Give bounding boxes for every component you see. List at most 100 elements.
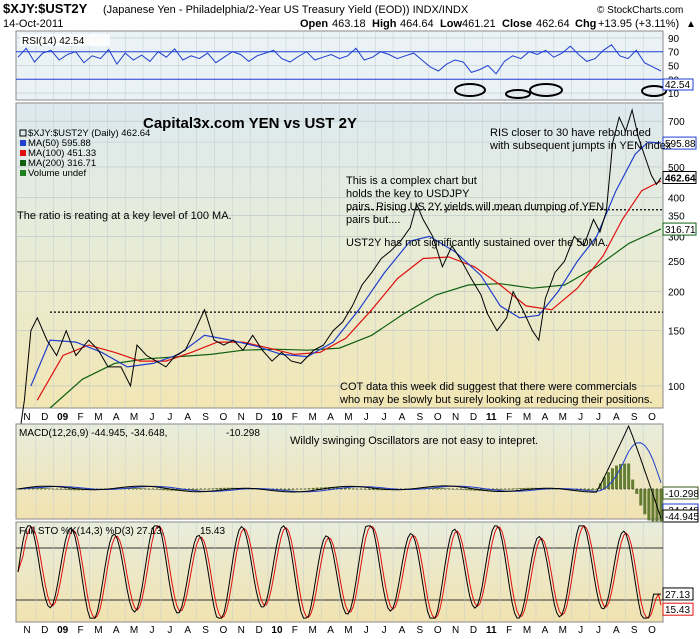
price-tag: 462.64 <box>665 174 696 185</box>
month-label: M <box>309 412 317 423</box>
chg-value: +13.95 (+3.11%) <box>598 18 679 30</box>
annotation-complex-1: This is a complex chart but <box>346 175 477 187</box>
month-label: M <box>130 412 138 423</box>
rsi-oversold-circles <box>454 83 667 99</box>
month-label: O <box>648 412 656 423</box>
month-label: M <box>523 412 531 423</box>
month-label: N <box>452 625 459 636</box>
price-axis-label: 250 <box>668 257 685 268</box>
month-label: N <box>23 625 30 636</box>
month-label: J <box>149 625 154 636</box>
oversold-circle <box>641 85 667 97</box>
month-label: N <box>452 412 459 423</box>
macd-line <box>17 424 662 519</box>
month-label: M <box>94 625 102 636</box>
annotation-complex-4: pairs but.... <box>346 214 400 226</box>
month-label: S <box>202 412 209 423</box>
price-axis-label: 200 <box>668 288 685 299</box>
chg-label: Chg <box>575 18 596 30</box>
open-value: 463.18 <box>332 18 366 30</box>
month-label: M <box>523 625 531 636</box>
annotation-ust2y: UST2Y has not significantly sustained ov… <box>346 237 608 249</box>
month-label: D <box>41 625 48 636</box>
month-label: J <box>167 625 172 636</box>
symbol-description: (Japanese Yen - Philadelphia/2-Year US T… <box>103 4 469 16</box>
annotation-macd: Wildly swinging Oscillators are not easy… <box>290 435 538 447</box>
ma100-line <box>36 180 662 401</box>
rsi-axis-label: 90 <box>668 34 680 45</box>
month-label: O <box>220 412 228 423</box>
month-label: F <box>506 625 512 636</box>
month-label: 10 <box>271 625 283 636</box>
annotation-complex-2: holds the key to USDJPY <box>346 188 470 200</box>
month-label: A <box>542 412 549 423</box>
month-label: 09 <box>57 412 69 423</box>
macd-tag: -44.945 <box>665 512 699 523</box>
copyright: © StockCharts.com <box>597 5 683 16</box>
month-label: A <box>542 625 549 636</box>
month-label: M <box>559 412 567 423</box>
month-label: J <box>578 625 583 636</box>
month-label: J <box>578 412 583 423</box>
legend-entry: MA(100) 451.33 <box>28 148 96 159</box>
month-label: D <box>256 625 263 636</box>
month-label: M <box>344 412 352 423</box>
legend-entry: $XJY:$UST2Y (Daily) 462.64 <box>28 128 150 139</box>
open-label: Open <box>300 18 328 30</box>
macd-tag: -10.298 <box>665 489 699 500</box>
annotation-complex-3: pairs. Rising US 2Y yields will mean dum… <box>346 201 604 213</box>
month-label: M <box>130 625 138 636</box>
sto-d-line <box>17 525 662 619</box>
chg-up-arrow: ▲ <box>686 19 696 30</box>
month-label: F <box>77 625 83 636</box>
high-value: 464.64 <box>400 18 434 30</box>
rsi-current-tag: 42.54 <box>665 80 690 91</box>
price-tag: 595.88 <box>665 139 696 150</box>
annotation-ris-1: RIS closer to 30 have rebounded <box>490 127 651 139</box>
macd-hist-label: -10.298 <box>226 428 260 439</box>
month-label: N <box>238 412 245 423</box>
month-label: J <box>382 412 387 423</box>
month-label: A <box>327 625 334 636</box>
month-label: A <box>184 625 191 636</box>
month-label: A <box>113 412 120 423</box>
month-label: A <box>613 625 620 636</box>
month-label: A <box>184 412 191 423</box>
price-axis-label: 500 <box>668 163 685 174</box>
month-label: J <box>167 412 172 423</box>
rsi-axis-label: 50 <box>668 62 680 73</box>
symbol-title: $XJY:$UST2Y <box>3 1 88 16</box>
sto-k-line <box>17 525 661 619</box>
low-label: Low <box>440 18 462 30</box>
price-axis-label: 100 <box>668 382 685 393</box>
month-label: A <box>613 412 620 423</box>
price-axis-label: 350 <box>668 211 685 222</box>
month-label: A <box>399 412 406 423</box>
price-tag: 316.71 <box>665 225 696 236</box>
month-label: 11 <box>486 625 497 636</box>
legend-entry: Volume undef <box>28 168 86 179</box>
rsi-line <box>17 44 662 75</box>
month-label: J <box>596 412 601 423</box>
month-label: M <box>309 625 317 636</box>
month-label: 10 <box>271 412 283 423</box>
rsi-axis-label: 10 <box>668 89 680 100</box>
close-label: Close <box>502 18 532 30</box>
month-label: D <box>256 412 263 423</box>
month-label: S <box>631 412 638 423</box>
month-label: O <box>434 412 442 423</box>
month-label: N <box>23 412 30 423</box>
month-label: S <box>417 625 424 636</box>
close-value: 462.64 <box>536 18 570 30</box>
month-label: O <box>648 625 656 636</box>
low-value: 461.21 <box>462 18 496 30</box>
sto-d-label: 15.43 <box>200 526 225 537</box>
rsi-axis-label: 70 <box>668 48 680 59</box>
month-label: A <box>113 625 120 636</box>
month-label: F <box>292 625 298 636</box>
month-label: A <box>399 625 406 636</box>
month-label: D <box>470 625 477 636</box>
